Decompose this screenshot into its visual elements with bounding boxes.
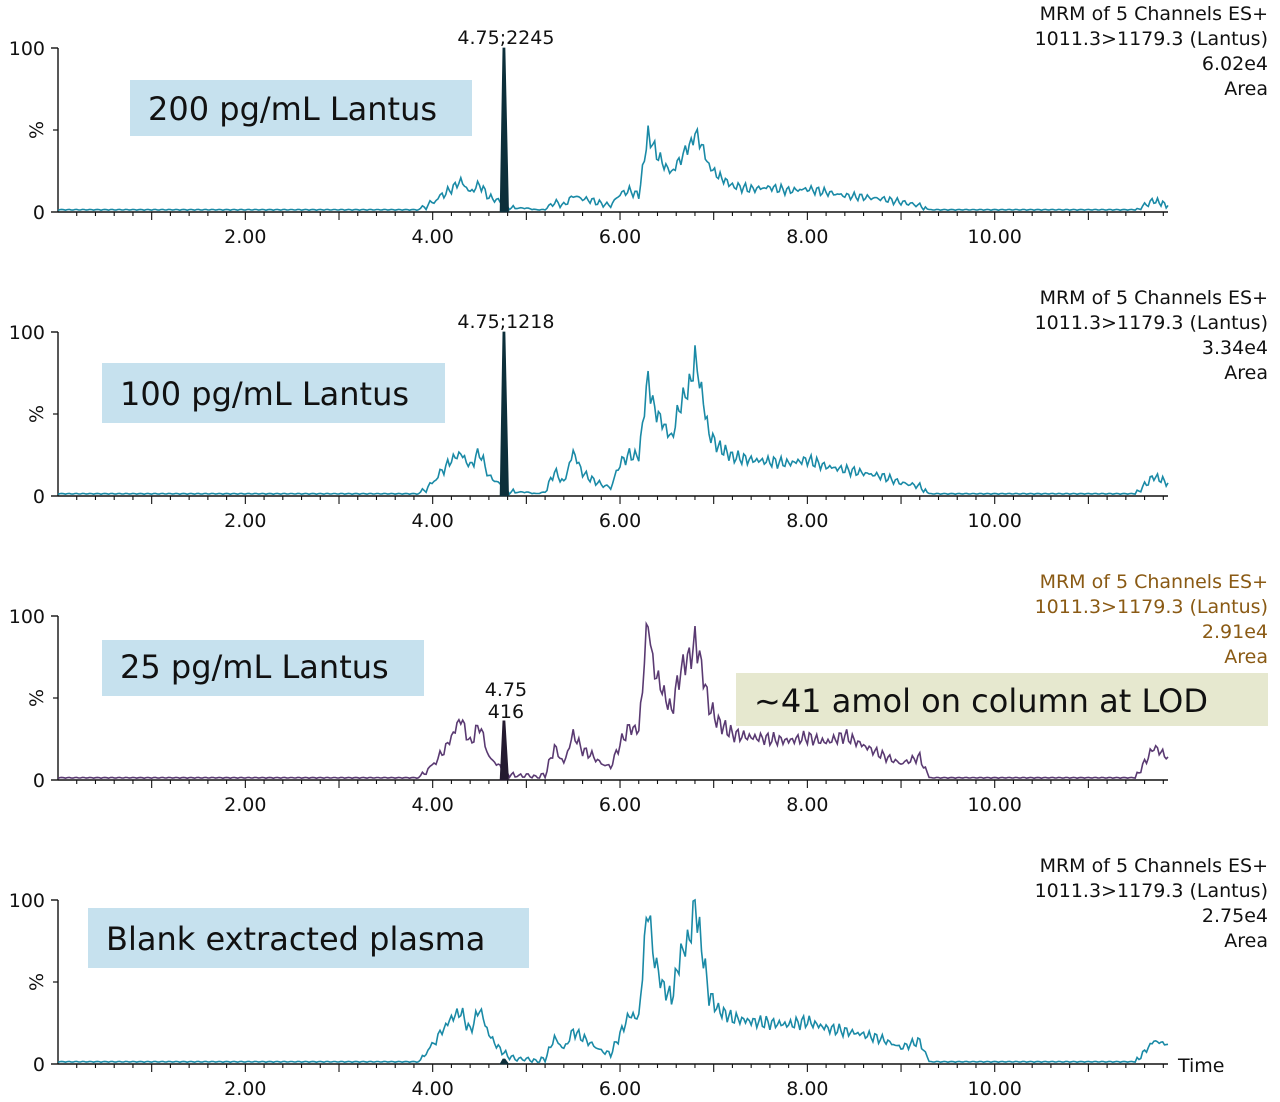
y-tick-label: 100 bbox=[9, 322, 45, 344]
channel-info-line: 2.91e4 bbox=[1202, 621, 1268, 643]
y-axis-label: % bbox=[26, 405, 48, 423]
x-tick-label: 4.00 bbox=[412, 510, 454, 532]
y-tick-label: 100 bbox=[9, 890, 45, 912]
y-axis-label: % bbox=[26, 973, 48, 991]
integrated-peak bbox=[499, 47, 509, 213]
x-tick-label: 6.00 bbox=[599, 1078, 641, 1100]
sample-label-box bbox=[88, 908, 529, 968]
channel-info-line: 1011.3>1179.3 (Lantus) bbox=[1035, 312, 1268, 334]
x-tick-label: 10.00 bbox=[968, 1078, 1022, 1100]
x-tick-label: 8.00 bbox=[786, 1078, 828, 1100]
x-tick-label: 4.00 bbox=[412, 794, 454, 816]
sample-label-box bbox=[102, 363, 445, 423]
channel-info-line: Area bbox=[1224, 646, 1268, 668]
x-tick-label: 10.00 bbox=[968, 510, 1022, 532]
x-axis-label: Time bbox=[1177, 1055, 1225, 1077]
channel-info-line: Area bbox=[1224, 930, 1268, 952]
x-tick-label: 2.00 bbox=[224, 1078, 266, 1100]
channel-info-line: MRM of 5 Channels ES+ bbox=[1040, 3, 1268, 25]
x-tick-label: 6.00 bbox=[599, 226, 641, 248]
channel-info-line: 1011.3>1179.3 (Lantus) bbox=[1035, 28, 1268, 50]
sample-label-box bbox=[102, 640, 424, 696]
y-tick-label: 0 bbox=[33, 202, 45, 224]
channel-info-line: MRM of 5 Channels ES+ bbox=[1040, 287, 1268, 309]
channel-info-line: MRM of 5 Channels ES+ bbox=[1040, 855, 1268, 877]
y-tick-label: 0 bbox=[33, 1054, 45, 1076]
sample-label: 100 pg/mL Lantus bbox=[120, 375, 409, 413]
x-tick-label: 4.00 bbox=[412, 1078, 454, 1100]
peak-annotation: 416 bbox=[488, 701, 524, 723]
x-tick-label: 2.00 bbox=[224, 226, 266, 248]
sample-label-box bbox=[130, 80, 472, 136]
chromatogram-trace bbox=[57, 620, 1169, 780]
channel-info-line: Area bbox=[1224, 362, 1268, 384]
sample-label: 25 pg/mL Lantus bbox=[120, 648, 389, 686]
x-tick-label: 6.00 bbox=[599, 794, 641, 816]
peak-annotation: 4.75;1218 bbox=[457, 311, 554, 333]
y-axis-label: % bbox=[26, 689, 48, 707]
integrated-peak bbox=[499, 331, 509, 497]
channel-info-line: 6.02e4 bbox=[1202, 53, 1268, 75]
channel-info-line: 2.75e4 bbox=[1202, 905, 1268, 927]
x-tick-label: 6.00 bbox=[599, 510, 641, 532]
peak-annotation: 4.75 bbox=[485, 679, 527, 701]
channel-info-line: MRM of 5 Channels ES+ bbox=[1040, 571, 1268, 593]
y-tick-label: 0 bbox=[33, 770, 45, 792]
y-tick-label: 0 bbox=[33, 486, 45, 508]
y-axis-label: % bbox=[26, 121, 48, 139]
sample-label: Blank extracted plasma bbox=[106, 920, 485, 958]
channel-info-line: Area bbox=[1224, 78, 1268, 100]
sample-label: 200 pg/mL Lantus bbox=[148, 90, 437, 128]
chromatogram-trace bbox=[57, 345, 1169, 496]
chromatogram-panel-4: 0 100% 2.00 4.00 6.00 8.00 10.00 Blank extracte… bbox=[9, 855, 1268, 1100]
chromatogram-trace bbox=[57, 125, 1169, 212]
chromatogram-trace bbox=[57, 898, 1169, 1064]
y-tick-label: 100 bbox=[9, 606, 45, 628]
y-tick-label: 100 bbox=[9, 38, 45, 60]
integrated-peak bbox=[499, 720, 509, 781]
x-tick-label: 10.00 bbox=[968, 226, 1022, 248]
x-tick-label: 8.00 bbox=[786, 794, 828, 816]
channel-info-line: 3.34e4 bbox=[1202, 337, 1268, 359]
channel-info-line: 1011.3>1179.3 (Lantus) bbox=[1035, 880, 1268, 902]
x-tick-label: 8.00 bbox=[786, 510, 828, 532]
integrated-peak bbox=[499, 1058, 510, 1065]
channel-info-line: 1011.3>1179.3 (Lantus) bbox=[1035, 596, 1268, 618]
peak-annotation: 4.75;2245 bbox=[457, 27, 554, 49]
lod-annotation: ~41 amol on column at LOD bbox=[754, 682, 1208, 720]
lod-annotation-box bbox=[736, 673, 1268, 726]
x-tick-label: 8.00 bbox=[786, 226, 828, 248]
x-tick-label: 2.00 bbox=[224, 510, 266, 532]
chromatogram-panel-2: 0 100% 2.00 4.00 6.00 8.00 10.00 4.75;1218 100 p… bbox=[9, 287, 1268, 532]
x-tick-label: 10.00 bbox=[968, 794, 1022, 816]
x-tick-label: 2.00 bbox=[224, 794, 266, 816]
chromatogram-panel-1: 0 100% 2.00 4.00 6.00 8.00 10.00 4.75;2245 200 p… bbox=[9, 3, 1268, 248]
x-tick-label: 4.00 bbox=[412, 226, 454, 248]
